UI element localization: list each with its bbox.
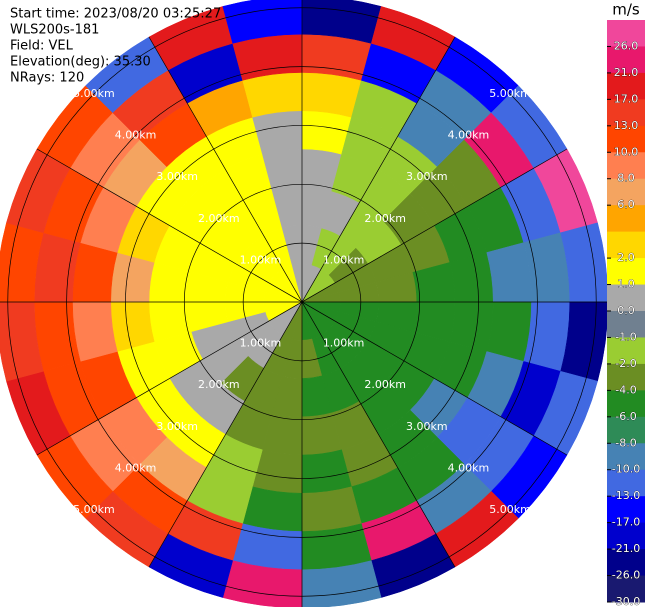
colorbar-tick-label: -2.0 [615,357,636,370]
range-ring [242,242,362,362]
colorbar-band [607,20,645,47]
colorbar-tick-label: 1.0 [617,278,635,291]
colorbar-band [607,125,645,153]
colorbar-tick-label: 26.0 [614,39,639,52]
colorbar-band [607,258,645,286]
colorbar-band [607,416,645,444]
range-ring [125,125,479,479]
velocity-cell [242,486,303,532]
header-line: Start time: 2023/08/20 03:25:27 [10,7,221,22]
ring-label: 2.00km [198,378,240,391]
ring-label: 3.00km [156,420,198,433]
colorbar-tick-label: -30.0 [612,595,640,607]
polar-grid: 1.00km 1.00km 1.00km 1.00km 2.00km 2.00km 2.00… [0,0,608,608]
ring-label: 1.00km [323,337,365,350]
colorbar-band [607,231,645,259]
colorbar-tick-label: -10.0 [612,463,640,476]
colorbar-tick-label: 2.0 [617,251,635,264]
colorbar-band [607,311,645,338]
colorbar-band [607,575,645,603]
velocity-cell [72,242,118,303]
velocity-cell [72,301,118,362]
colorbar-band [607,390,645,418]
ring-label: 4.00km [115,129,157,142]
range-ring [66,66,538,538]
colorbar-band [607,469,645,497]
ring-label: 5.00km [73,503,115,516]
colorbar-tick-label: 0.0 [617,304,635,317]
colorbar-band [607,46,645,74]
ring-label: 5.00km [73,87,115,100]
ring-label: 5.00km [489,503,531,516]
colorbar-tick-label: -21.0 [612,542,640,555]
colorbar-tick-label: -8.0 [615,436,636,449]
colorbar: m/s 26.0 21.0 17.0 13.0 10.0 8.0 6.0 2.0 1.0 0.0 -1… [607,1,645,608]
colorbar-tick-label: -6.0 [615,410,636,423]
range-ring [183,183,421,421]
colorbar-band [607,72,645,100]
ring-label: 2.00km [364,212,406,225]
velocity-cell [242,72,303,118]
colorbar-tick-label: 13.0 [614,119,639,132]
ring-label: 3.00km [406,420,448,433]
ring-label: 5.00km [489,87,531,100]
ring-label: 1.00km [240,253,282,266]
colorbar-band [607,99,645,127]
colorbar-tick-label: -26.0 [612,569,640,582]
colorbar-band [607,522,645,550]
colorbar-tick-label: 8.0 [617,172,635,185]
ring-label: 1.00km [240,337,282,350]
colorbar-tick-label: -4.0 [615,383,636,396]
ring-label: 4.00km [448,461,490,474]
header-line: Elevation(deg): 35.30 [10,55,151,70]
colorbar-tick-label: -13.0 [612,489,640,502]
colorbar-band [607,178,645,206]
ring-label: 3.00km [156,170,198,183]
colorbar-band [607,337,645,365]
header-line: NRays: 120 [10,71,84,86]
velocity-cell [486,242,532,303]
colorbar-band [607,363,645,391]
header: Start time: 2023/08/20 03:25:27WLS200s-1… [10,7,221,86]
colorbar-band [607,549,645,577]
range-ring [7,7,597,597]
colorbar-band [607,496,645,524]
ring-label: 1.00km [323,253,365,266]
colorbar-tick-label: 17.0 [614,92,639,105]
velocity-cell [486,301,532,362]
ring-label: 4.00km [115,461,157,474]
ring-label: 2.00km [198,212,240,225]
velocity-field [0,0,609,609]
ring-label: 4.00km [448,129,490,142]
ring-label: 3.00km [406,170,448,183]
colorbar-band [607,284,645,312]
colorbar-band [607,443,645,471]
colorbar-tick-label: -17.0 [612,516,640,529]
header-line: WLS200s-181 [10,23,99,38]
colorbar-band [607,205,645,233]
colorbar-tick-label: -1.0 [615,330,636,343]
colorbar-tick-label: 6.0 [617,198,635,211]
velocity-cell [301,486,362,532]
colorbar-band [607,152,645,180]
ring-label: 2.00km [364,378,406,391]
spoke [148,36,456,568]
colorbar-label: m/s [612,1,640,19]
velocity-cell [301,72,362,118]
colorbar-tick-label: 21.0 [614,66,639,79]
colorbar-tick-label: 10.0 [614,145,639,158]
header-line: Field: VEL [10,39,74,54]
